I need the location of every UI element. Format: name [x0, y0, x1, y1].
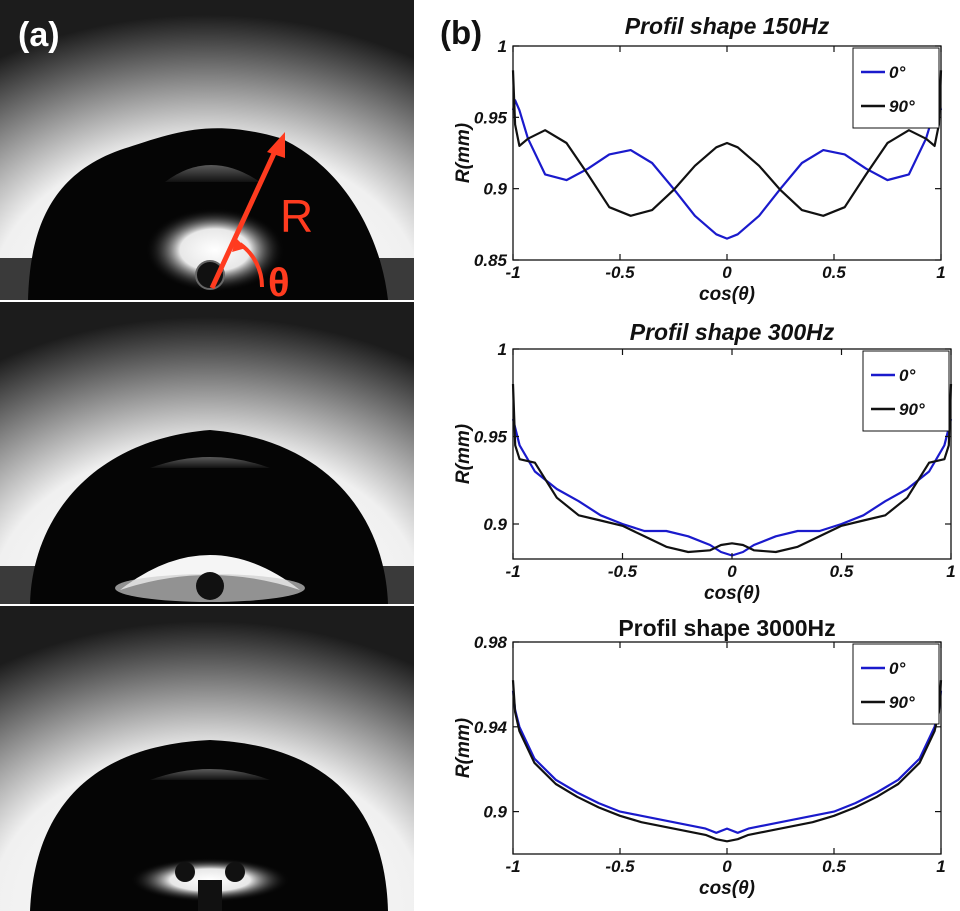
photo-frame-3000hz	[0, 606, 414, 911]
x-tick-label: -1	[505, 562, 520, 581]
x-tick-label: 0.5	[822, 857, 846, 876]
chart-0: Profil shape 150Hz -1 -0.5 0 0.5 1 0.85 0.9 0.95…	[453, 13, 946, 305]
x-tick-label: 0.5	[822, 263, 846, 282]
legend-box	[862, 350, 950, 432]
radius-label: R	[280, 190, 313, 242]
x-tick-label: 0.5	[830, 562, 854, 581]
photo-frame-150hz	[0, 0, 414, 300]
legend-label: 0°	[899, 366, 915, 385]
profile-charts: (b) Profil shape 150Hz -1 -0.5 0 0.5 1 0.85 0.9…	[440, 13, 956, 899]
y-tick-label: 0.85	[474, 251, 508, 270]
chart-title: Profil shape 3000Hz	[618, 615, 835, 641]
photo-frame-300hz	[0, 302, 414, 604]
y-tick-label: 0.9	[483, 180, 507, 199]
chart-1: Profil shape 300Hz -1 -0.5 0 0.5 1 0.9 0.95 1 cos…	[453, 319, 956, 604]
panel-b-label: (b)	[440, 14, 482, 51]
legend: 0° 90°	[852, 643, 940, 725]
y-tick-label: 0.98	[474, 633, 508, 652]
y-axis-label: R(mm)	[453, 424, 474, 484]
y-tick-label: 0.9	[483, 803, 507, 822]
y-axis-label: R(mm)	[453, 123, 474, 183]
series-line-0deg	[511, 99, 943, 240]
x-tick-label: 0	[727, 562, 737, 581]
x-tick-label: 1	[946, 562, 955, 581]
x-tick-label: 0	[722, 857, 732, 876]
legend-box	[852, 47, 940, 129]
x-tick-label: 1	[936, 263, 945, 282]
series-line-0deg	[511, 690, 943, 834]
x-tick-label: -1	[505, 263, 520, 282]
y-tick-label: 0.94	[474, 718, 508, 737]
x-axis-label: cos(θ)	[699, 284, 755, 305]
legend-box	[852, 643, 940, 725]
y-tick-label: 0.9	[483, 515, 507, 534]
x-tick-label: -0.5	[608, 562, 638, 581]
x-tick-label: -0.5	[605, 857, 635, 876]
x-tick-label: 1	[936, 857, 945, 876]
x-tick-label: -0.5	[605, 263, 635, 282]
series-line-0deg	[511, 418, 953, 557]
series-line-90deg	[511, 70, 943, 217]
radius-annotation	[209, 132, 285, 290]
chart-2: Profil shape 3000Hz -1 -0.5 0 0.5 1 0.9 0.94 0.9…	[453, 615, 946, 899]
y-tick-label: 0.95	[474, 108, 508, 127]
x-tick-label: -1	[505, 857, 520, 876]
y-tick-label: 1	[498, 37, 507, 56]
series-line-90deg	[511, 680, 943, 843]
chart-layer: Profil shape 150Hz -1 -0.5 0 0.5 1 0.85 0.9 0.95…	[453, 13, 956, 899]
legend-label: 0°	[889, 659, 905, 678]
panel-a-label: (a)	[18, 16, 60, 54]
chart-title: Profil shape 300Hz	[630, 319, 835, 345]
angle-label: θ	[268, 261, 290, 305]
legend: 0° 90°	[852, 47, 940, 129]
legend: 0° 90°	[862, 350, 950, 432]
series-line-90deg	[511, 383, 953, 554]
legend-label: 0°	[889, 63, 905, 82]
y-tick-label: 0.95	[474, 428, 508, 447]
x-axis-label: cos(θ)	[699, 878, 755, 899]
y-tick-label: 1	[498, 340, 507, 359]
droplet-photos: R θ (a)	[0, 0, 414, 911]
legend-label: 90°	[889, 97, 915, 116]
y-axis-label: R(mm)	[453, 718, 474, 778]
legend-label: 90°	[899, 400, 925, 419]
chart-title: Profil shape 150Hz	[625, 13, 830, 39]
x-tick-label: 0	[722, 263, 732, 282]
legend-label: 90°	[889, 693, 915, 712]
x-axis-label: cos(θ)	[704, 583, 760, 604]
